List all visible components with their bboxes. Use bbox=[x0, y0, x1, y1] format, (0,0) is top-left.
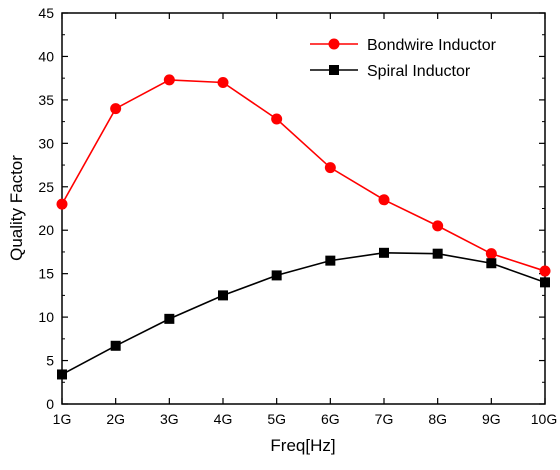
x-ticks: 1G 2G 3G 4G 5G 6G 7G 8G 9G 10G bbox=[53, 13, 557, 427]
data-point bbox=[324, 162, 336, 174]
x-tick-label: 1G bbox=[53, 411, 72, 427]
y-tick-label: 25 bbox=[38, 179, 54, 195]
series-line bbox=[61, 79, 546, 272]
data-point bbox=[56, 198, 68, 210]
data-point bbox=[110, 340, 121, 351]
y-tick-label: 20 bbox=[38, 222, 54, 238]
x-tick-label: 2G bbox=[106, 411, 125, 427]
data-point bbox=[110, 103, 122, 115]
x-tick-label: 10G bbox=[531, 411, 557, 427]
x-tick-label: 6G bbox=[321, 411, 340, 427]
legend-label: Bondwire Inductor bbox=[367, 37, 497, 54]
y-tick-label: 35 bbox=[38, 92, 54, 108]
data-point bbox=[486, 258, 497, 269]
data-point bbox=[218, 290, 228, 301]
x-tick-label: 4G bbox=[214, 411, 233, 427]
x-tick-label: 7G bbox=[375, 411, 394, 427]
series-spiral bbox=[57, 247, 550, 380]
data-point bbox=[164, 313, 175, 324]
data-point bbox=[271, 270, 282, 281]
legend-label: Spiral Inductor bbox=[367, 63, 471, 80]
data-point bbox=[325, 255, 336, 266]
y-tick-label: 10 bbox=[38, 309, 54, 325]
data-point bbox=[163, 74, 175, 86]
y-ticks: 0 5 10 15 20 25 30 35 40 45 bbox=[38, 5, 545, 412]
series-line bbox=[61, 252, 546, 376]
data-point bbox=[432, 248, 443, 259]
legend-item: Spiral Inductor bbox=[310, 63, 471, 80]
data-point bbox=[217, 77, 229, 89]
x-tick-label: 8G bbox=[428, 411, 447, 427]
y-tick-label: 40 bbox=[38, 48, 54, 64]
legend-item: Bondwire Inductor bbox=[310, 37, 497, 54]
y-tick-label: 5 bbox=[46, 353, 54, 369]
series-bondwire bbox=[56, 74, 551, 277]
x-axis-title: Freq[Hz] bbox=[270, 436, 335, 455]
plot-area bbox=[61, 12, 546, 405]
data-point bbox=[379, 247, 389, 258]
data-point bbox=[485, 248, 497, 260]
data-point bbox=[432, 220, 444, 232]
series-layer bbox=[56, 74, 551, 380]
y-tick-label: 0 bbox=[46, 396, 54, 412]
data-point bbox=[540, 277, 550, 288]
x-tick-label: 3G bbox=[160, 411, 179, 427]
data-point bbox=[271, 113, 283, 125]
y-tick-label: 30 bbox=[38, 135, 54, 151]
data-point bbox=[539, 265, 551, 277]
data-point bbox=[378, 194, 390, 206]
x-tick-label: 5G bbox=[267, 411, 286, 427]
data-point bbox=[57, 369, 67, 380]
y-axis-title: Quality Factor bbox=[7, 155, 26, 261]
y-tick-label: 15 bbox=[38, 266, 54, 282]
legend-marker bbox=[329, 65, 339, 75]
x-tick-label: 9G bbox=[482, 411, 501, 427]
legend-marker bbox=[328, 38, 340, 50]
y-tick-label: 45 bbox=[38, 5, 54, 21]
legend: Bondwire Inductor Spiral Inductor bbox=[310, 37, 497, 80]
